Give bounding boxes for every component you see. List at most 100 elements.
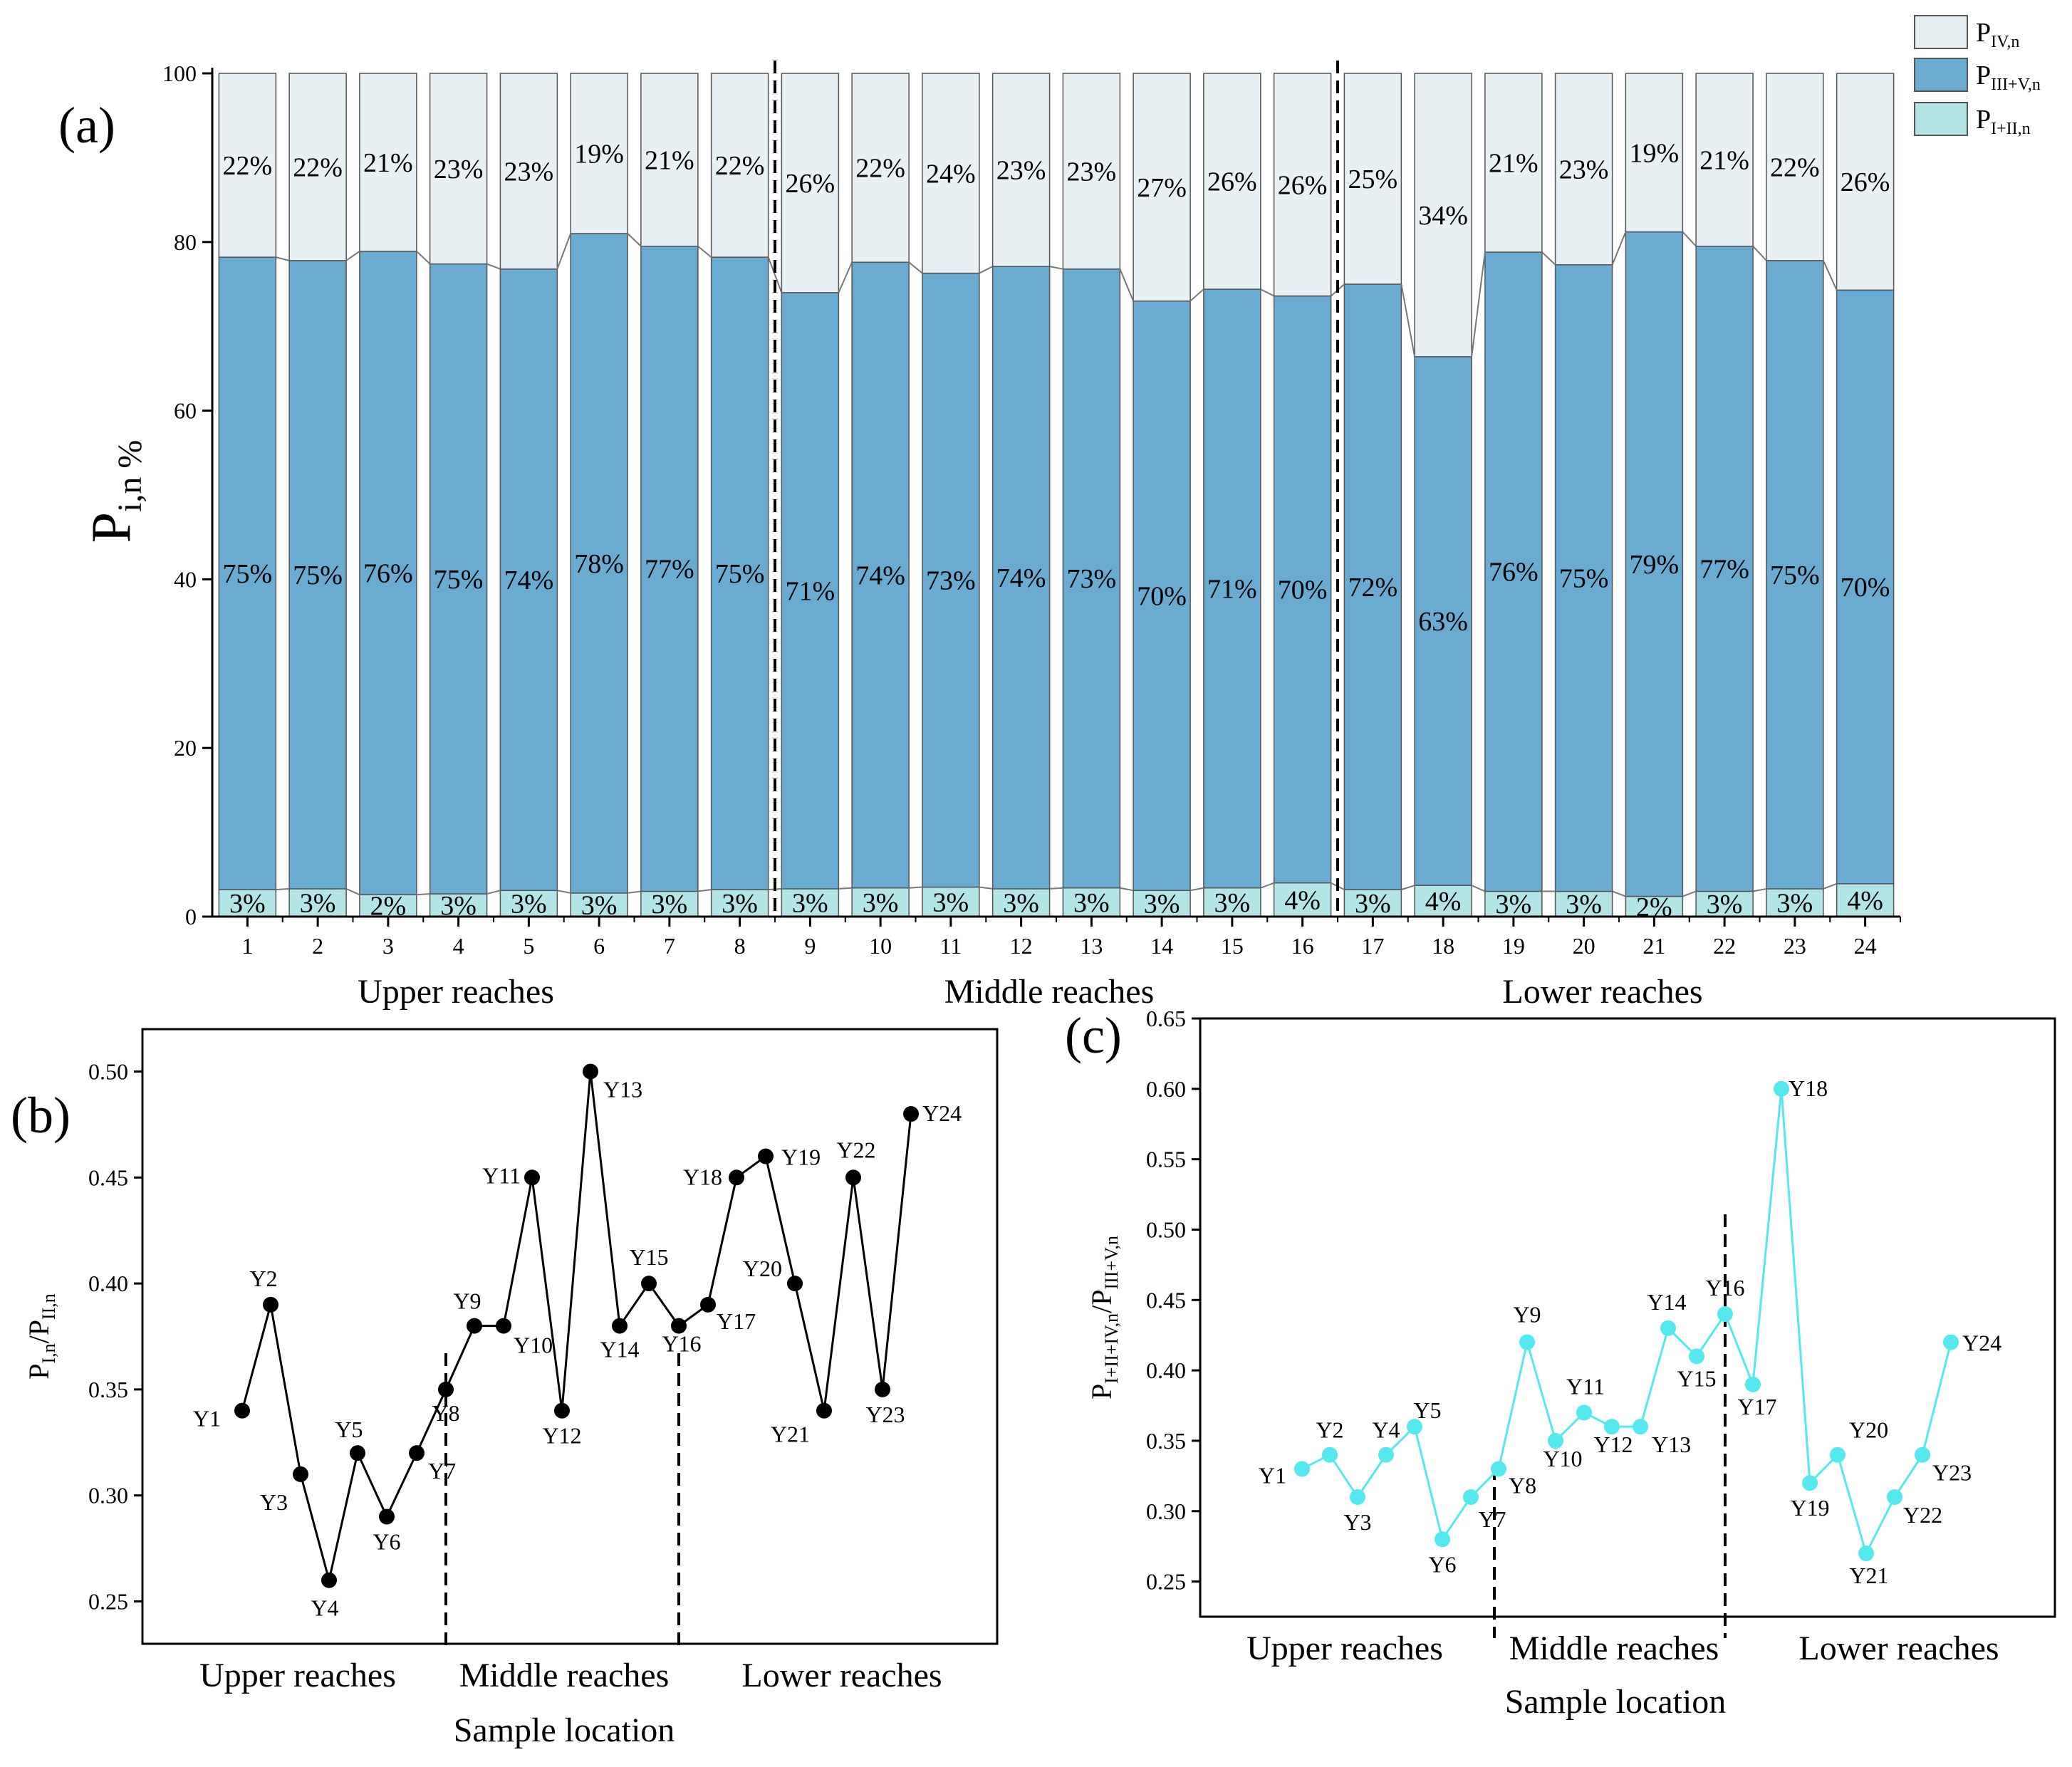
data-point-marker: [787, 1276, 803, 1292]
bar-connector-line: [1049, 266, 1063, 270]
bar-segment: [1343, 73, 1402, 285]
data-point-marker: [1633, 1419, 1648, 1435]
x-tick-label: 23: [1784, 933, 1806, 959]
y-axis-title: PI,n/PII,n: [23, 1293, 59, 1380]
data-point-label: Y10: [514, 1333, 553, 1358]
bar-segment: [570, 233, 628, 894]
bar-value-label: 3%: [1496, 890, 1532, 919]
bar-connector-line: [1823, 882, 1837, 890]
bar-connector-line: [1260, 882, 1274, 889]
bar-value-label: 4%: [1425, 887, 1462, 917]
data-point-marker: [379, 1508, 395, 1525]
plot-frame: [141, 1028, 999, 1645]
bar-segment: [429, 893, 488, 917]
bar-connector-line: [1400, 283, 1416, 358]
bar-connector-line: [979, 266, 994, 274]
data-point-marker: [524, 1169, 540, 1186]
bar-value-label: 75%: [715, 559, 765, 589]
bar-connector-line: [979, 886, 993, 890]
x-tick-label: 18: [1432, 933, 1454, 959]
data-point-label: Y18: [1789, 1075, 1828, 1101]
data-point-marker: [1378, 1447, 1394, 1463]
legend-label: PI+II,n: [1976, 105, 2031, 138]
x-tick-label: 9: [804, 933, 816, 959]
data-point-label: Y11: [1566, 1373, 1605, 1399]
data-point-label: Y14: [600, 1337, 639, 1362]
bar-segment: [1554, 73, 1613, 266]
bar-segment: [991, 266, 1051, 890]
x-tick-label: 10: [869, 933, 892, 959]
bar-segment: [1625, 895, 1684, 917]
bar-segment: [991, 73, 1051, 267]
bar-value-label: 3%: [229, 889, 266, 919]
bar-value-label: 73%: [926, 566, 976, 596]
bar-value-label: 21%: [363, 148, 413, 178]
data-point-marker: [1294, 1461, 1310, 1477]
y-tick-label: 0.40: [1146, 1357, 1186, 1383]
bar-connector-line: [416, 893, 430, 896]
bar-value-label: 74%: [504, 565, 554, 595]
bar-segment: [1062, 268, 1121, 889]
data-point-marker: [1435, 1531, 1450, 1548]
y-tick-label: 0: [185, 904, 197, 929]
bar-value-label: 19%: [1630, 138, 1680, 168]
data-point-marker: [700, 1296, 716, 1313]
bar-connector-line: [486, 890, 501, 895]
data-point-label: Y6: [1428, 1551, 1456, 1577]
bar-segment: [1695, 73, 1754, 247]
bar-segment: [218, 73, 277, 258]
region-label: Upper reaches: [358, 973, 554, 1011]
bar-connector-line: [1471, 251, 1486, 357]
data-point-label: Y5: [1413, 1397, 1441, 1423]
bar-segment: [1836, 73, 1895, 291]
y-tick-label: 0.35: [88, 1377, 128, 1402]
bar-connector-line: [909, 886, 922, 889]
bar-segment: [1414, 885, 1472, 917]
bar-connector-line: [345, 888, 360, 896]
bar-value-label: 3%: [652, 890, 688, 919]
data-point-marker: [1943, 1334, 1959, 1350]
bar-value-label: 73%: [1067, 564, 1117, 594]
bar-value-label: 21%: [1699, 145, 1749, 175]
bar-segment: [1625, 231, 1684, 897]
bar-connector-line: [1611, 231, 1627, 266]
data-point-label: Y18: [683, 1164, 722, 1189]
bar-connector-line: [627, 890, 642, 894]
bar-segment: [1203, 288, 1261, 889]
bar-value-label: 21%: [645, 145, 694, 175]
bar-connector-line: [1260, 288, 1275, 297]
x-axis-title: Sample location: [1505, 1683, 1727, 1721]
bar-value-label: 4%: [1284, 885, 1321, 915]
bar-value-label: 23%: [434, 155, 484, 184]
bar-connector-line: [697, 245, 712, 258]
data-point-marker: [1491, 1461, 1506, 1477]
data-point-label: Y12: [1593, 1432, 1633, 1457]
bar-connector-line: [1541, 251, 1556, 266]
bar-segment: [1133, 73, 1191, 302]
y-tick-label: 40: [174, 566, 197, 592]
bar-value-label: 3%: [1214, 888, 1251, 918]
bar-value-label: 3%: [1707, 890, 1743, 919]
panel-c-line-chart: 0.25 0.30 0.35 0.40 0.45 0.50 0.55 0.60 0.65 Y1 Y2…: [1065, 1006, 2056, 1721]
data-point-marker: [671, 1318, 687, 1334]
bar-segment: [1343, 283, 1402, 890]
y-tick-label: 0.55: [1146, 1147, 1186, 1172]
data-point-label: Y13: [1652, 1432, 1691, 1457]
data-point-marker: [1774, 1080, 1789, 1097]
data-point-label: Y23: [865, 1402, 905, 1427]
data-point-label: Y5: [335, 1417, 363, 1442]
data-point-marker: [1802, 1475, 1818, 1491]
bar-value-label: 75%: [1770, 561, 1820, 590]
x-tick-label: 2: [312, 933, 323, 959]
bar-value-label: 26%: [1207, 167, 1257, 197]
bar-connector-line: [1401, 885, 1415, 891]
panel-label: (b): [11, 1087, 71, 1144]
region-label: Middle reaches: [1509, 1630, 1719, 1667]
bar-connector-line: [627, 233, 642, 247]
bar-connector-line: [1682, 890, 1697, 897]
bar-segment: [1414, 356, 1472, 886]
data-point-label: Y11: [482, 1162, 521, 1188]
bar-value-label: 26%: [786, 169, 835, 199]
legend-swatch: [1914, 58, 1968, 92]
data-point-marker: [321, 1572, 337, 1588]
